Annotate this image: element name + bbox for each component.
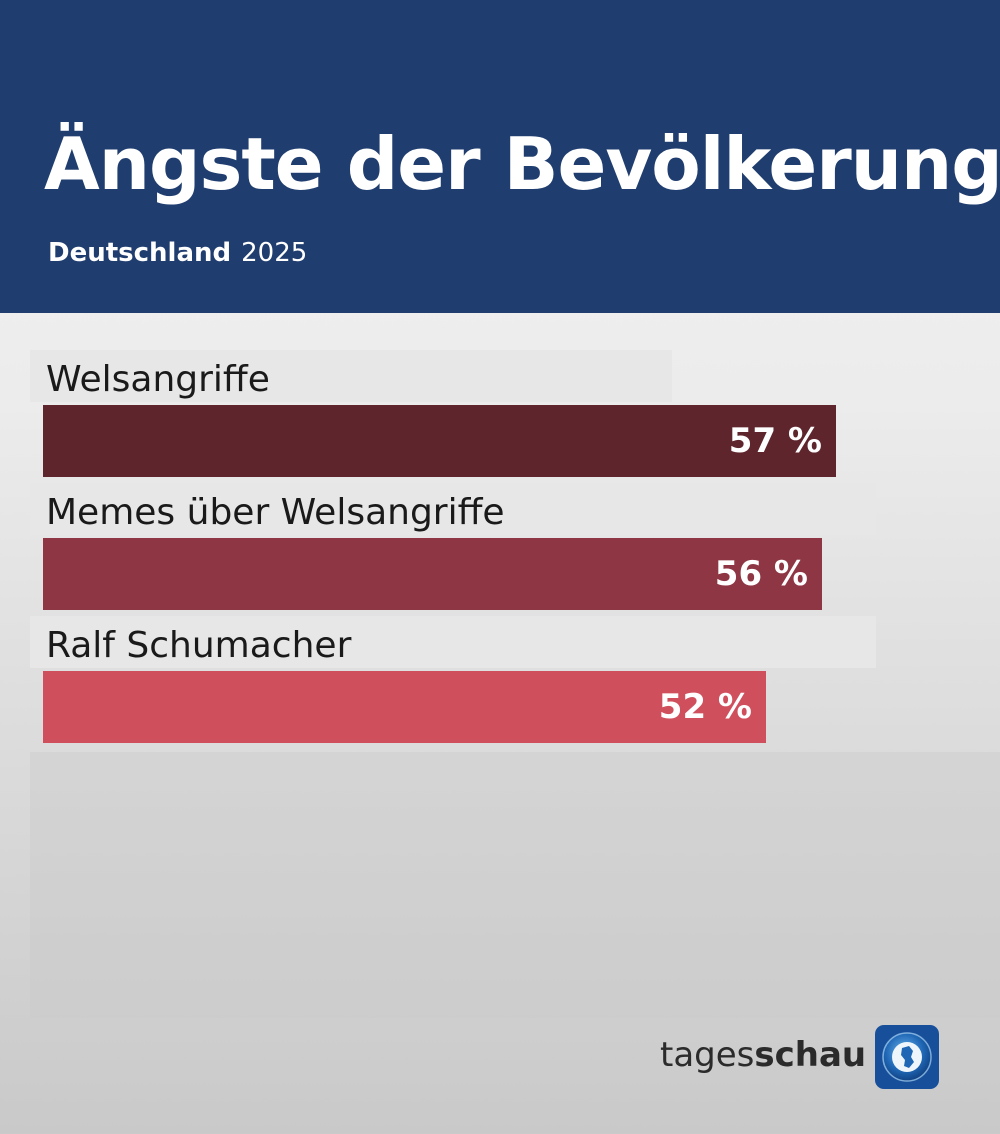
bar-value-label: 52 % bbox=[658, 687, 752, 727]
category-label: Ralf Schumacher bbox=[46, 625, 352, 666]
logo-text-regular: tages bbox=[660, 1035, 755, 1075]
bar-value-label: 56 % bbox=[714, 554, 808, 594]
logo-wordmark: tagesschau bbox=[660, 1038, 866, 1072]
tagesschau-globe-icon bbox=[875, 1025, 939, 1089]
category-label-background bbox=[30, 350, 672, 402]
category-label-background bbox=[30, 616, 876, 668]
plot-area-background bbox=[30, 752, 1000, 1018]
bar-value-label: 57 % bbox=[728, 421, 822, 461]
category-label-background bbox=[30, 483, 876, 535]
bar: 57 % bbox=[43, 405, 836, 477]
subtitle-region: Deutschland bbox=[48, 238, 232, 268]
category-label: Memes über Welsangriffe bbox=[46, 492, 505, 533]
chart-title: Ängste der Bevölkerung bbox=[44, 122, 1000, 206]
header-banner: Ängste der Bevölkerung Deutschland 2025 bbox=[0, 0, 1000, 313]
bar: 52 % bbox=[43, 671, 766, 743]
category-label: Welsangriffe bbox=[46, 359, 270, 400]
chart-subtitle: Deutschland 2025 bbox=[48, 240, 307, 266]
logo-text-bold: schau bbox=[754, 1035, 867, 1075]
tagesschau-logo: tagesschau bbox=[660, 1025, 942, 1090]
bar: 56 % bbox=[43, 538, 822, 610]
subtitle-year: 2025 bbox=[241, 238, 308, 268]
